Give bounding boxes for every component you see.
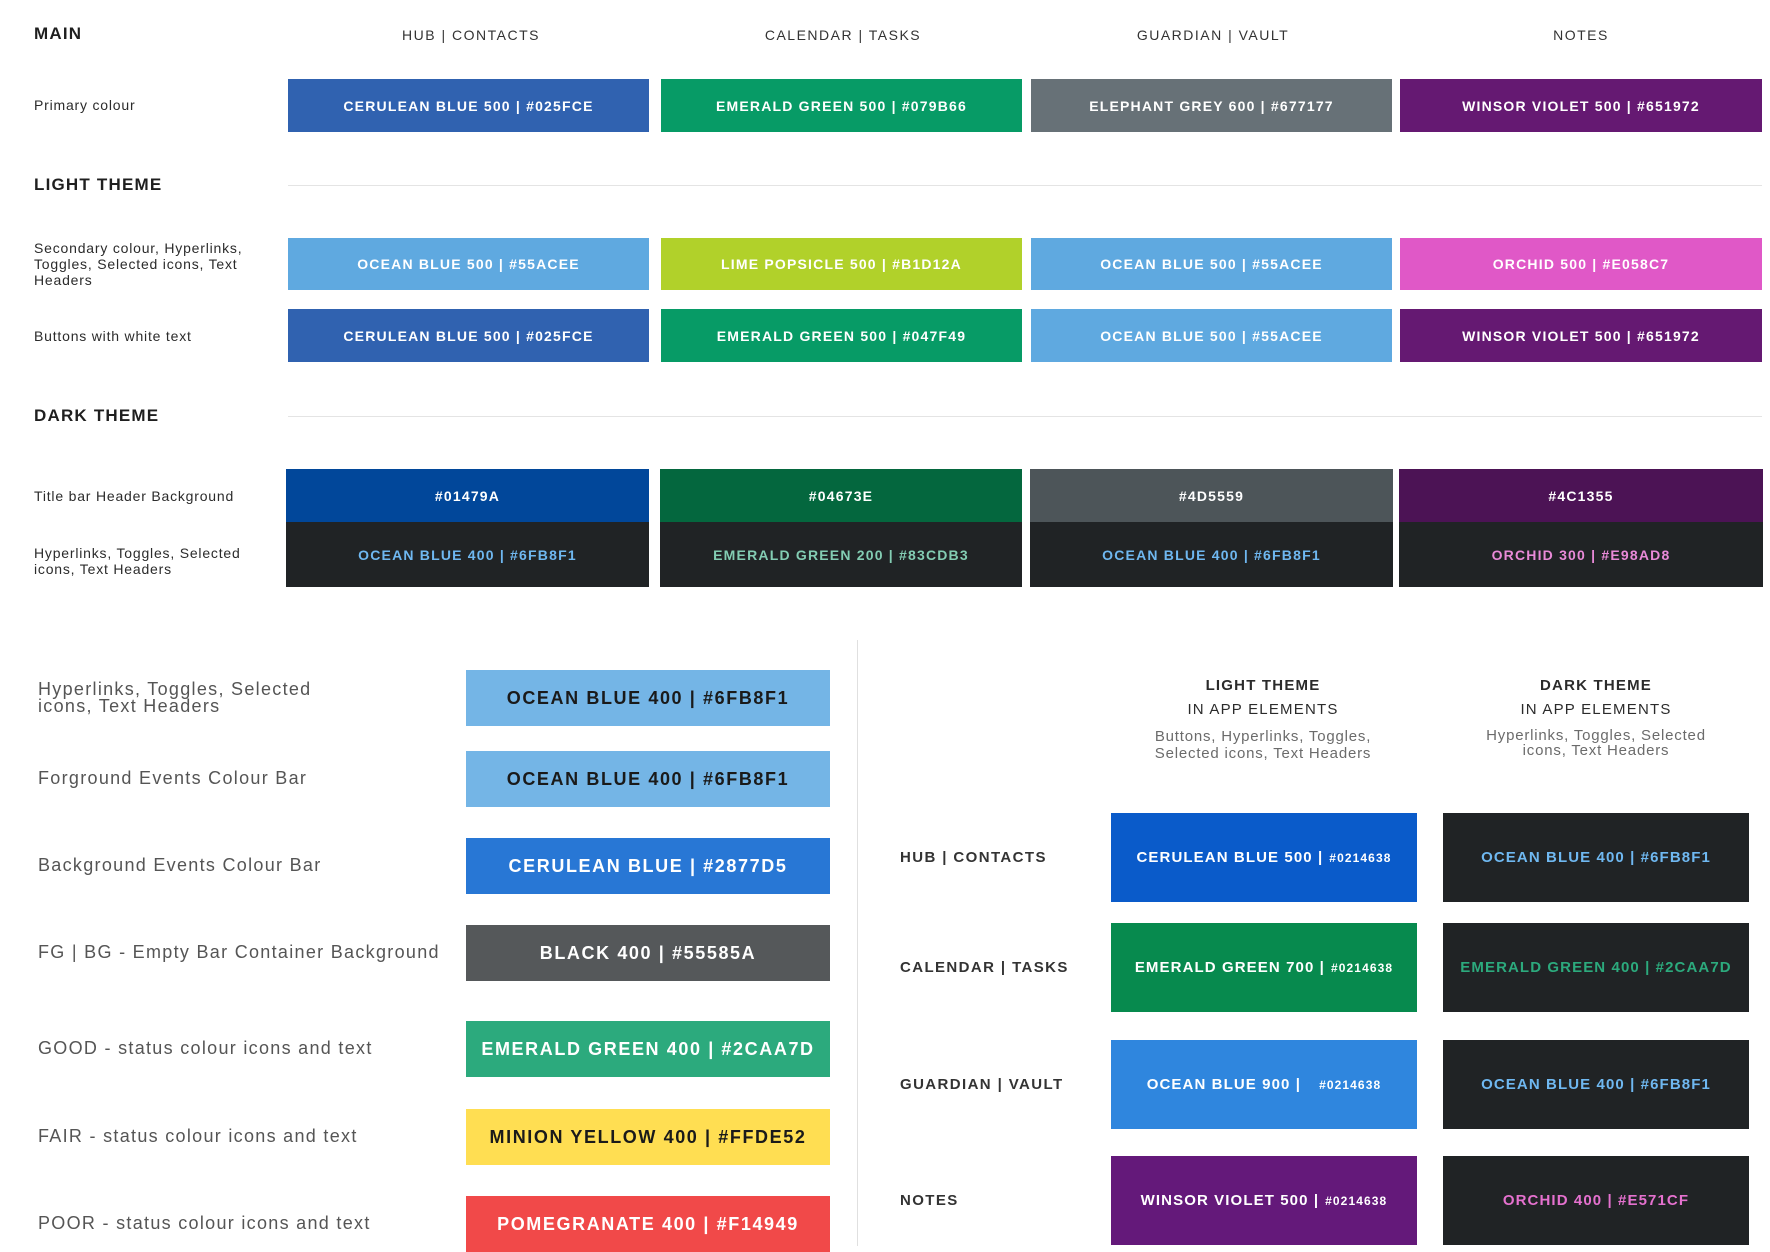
dark-app-header-desc: Hyperlinks, Toggles, Selected icons, Tex… xyxy=(1486,727,1706,759)
event-swatch-poor: POMEGRANATE 400 | #F14949 xyxy=(466,1196,830,1252)
dark-header-swatch-guardian: #4D5559 xyxy=(1030,469,1393,522)
secondary-colour-label: Secondary colour, Hyperlinks, Toggles, S… xyxy=(34,240,243,288)
app-light-swatch-hub-name: CERULEAN BLUE 500 | xyxy=(1136,849,1324,866)
event-label-fair: FAIR - status colour icons and text xyxy=(38,1126,358,1146)
event-label-empty-container: FG | BG - Empty Bar Container Background xyxy=(38,942,440,962)
primary-swatch-calendar: EMERALD GREEN 500 | #079B66 xyxy=(661,79,1022,132)
event-swatch-hyperlinks: OCEAN BLUE 400 | #6FB8F1 xyxy=(466,670,830,726)
main-section-title: MAIN xyxy=(34,24,83,43)
app-row-label-notes: NOTES xyxy=(900,1192,959,1209)
event-swatch-fair: MINION YELLOW 400 | #FFDE52 xyxy=(466,1109,830,1165)
app-light-swatch-hub: CERULEAN BLUE 500 | #0214638 xyxy=(1111,813,1417,902)
secondary-swatch-calendar: LIME POPSICLE 500 | #B1D12A xyxy=(661,238,1022,290)
dark-hyper-swatch-notes: ORCHID 300 | #E98AD8 xyxy=(1491,546,1671,563)
app-light-swatch-notes-name: WINSOR VIOLET 500 | xyxy=(1140,1192,1320,1209)
app-light-swatch-guardian-code: #0214638 xyxy=(1319,1077,1382,1092)
dark-app-header-subtitle: IN APP ELEMENTS xyxy=(1520,701,1672,718)
app-dark-swatch-hub: OCEAN BLUE 400 | #6FB8F1 xyxy=(1443,813,1749,902)
button-swatch-notes: WINSOR VIOLET 500 | #651972 xyxy=(1400,309,1762,362)
light-app-header-subtitle: IN APP ELEMENTS xyxy=(1187,701,1339,718)
dark-header-swatch-notes: #4C1355 xyxy=(1399,469,1763,522)
dark-panel-guardian: #4D5559 OCEAN BLUE 400 | #6FB8F1 xyxy=(1030,469,1393,587)
app-light-swatch-guardian: OCEAN BLUE 900 | #0214638 xyxy=(1111,1040,1417,1129)
app-light-swatch-calendar: EMERALD GREEN 700 | #0214638 xyxy=(1111,923,1417,1012)
dark-hyper-swatch-hub: OCEAN BLUE 400 | #6FB8F1 xyxy=(358,546,577,563)
app-row-label-guardian: GUARDIAN | VAULT xyxy=(900,1076,1064,1093)
dark-panel-notes: #4C1355 ORCHID 300 | #E98AD8 xyxy=(1399,469,1763,587)
light-app-header-desc: Buttons, Hyperlinks, Toggles, Selected i… xyxy=(1154,728,1372,762)
app-light-swatch-guardian-name: OCEAN BLUE 900 | xyxy=(1146,1076,1302,1093)
dark-panel-hub: #01479A OCEAN BLUE 400 | #6FB8F1 xyxy=(286,469,649,587)
column-header-hub-contacts: HUB | CONTACTS xyxy=(402,27,540,43)
primary-swatch-hub: CERULEAN BLUE 500 | #025FCE xyxy=(288,79,649,132)
dark-theme-title: DARK THEME xyxy=(34,406,160,425)
event-swatch-foreground-bar: OCEAN BLUE 400 | #6FB8F1 xyxy=(466,751,830,807)
app-light-swatch-notes: WINSOR VIOLET 500 | #0214638 xyxy=(1111,1156,1417,1245)
primary-swatch-notes: WINSOR VIOLET 500 | #651972 xyxy=(1400,79,1762,132)
primary-swatch-guardian: ELEPHANT GREY 600 | #677177 xyxy=(1031,79,1392,132)
button-swatch-guardian: OCEAN BLUE 500 | #55ACEE xyxy=(1031,309,1392,362)
column-header-notes: NOTES xyxy=(1553,27,1609,43)
dark-header-swatch-hub: #01479A xyxy=(286,469,649,522)
section-divider xyxy=(857,640,858,1246)
light-app-header: LIGHT THEME IN APP ELEMENTS Buttons, Hyp… xyxy=(1108,674,1418,762)
dark-theme-divider xyxy=(288,416,1762,417)
light-app-header-title: LIGHT THEME xyxy=(1205,677,1321,694)
app-light-swatch-hub-code: #0214638 xyxy=(1329,850,1392,865)
button-swatch-hub: CERULEAN BLUE 500 | #025FCE xyxy=(288,309,649,362)
event-swatch-good: EMERALD GREEN 400 | #2CAA7D xyxy=(466,1021,830,1077)
event-swatch-empty-container: BLACK 400 | #55585A xyxy=(466,925,830,981)
light-theme-title: LIGHT THEME xyxy=(34,175,163,194)
buttons-label: Buttons with white text xyxy=(34,328,192,344)
app-dark-swatch-guardian: OCEAN BLUE 400 | #6FB8F1 xyxy=(1443,1040,1749,1129)
event-label-background-bar: Background Events Colour Bar xyxy=(38,855,322,875)
dark-panel-calendar: #04673E EMERALD GREEN 200 | #83CDB3 xyxy=(660,469,1022,587)
app-dark-swatch-notes: ORCHID 400 | #E571CF xyxy=(1443,1156,1749,1245)
dark-app-header: DARK THEME IN APP ELEMENTS Hyperlinks, T… xyxy=(1441,674,1751,758)
event-label-foreground-bar: Forground Events Colour Bar xyxy=(38,768,308,788)
event-swatch-background-bar: CERULEAN BLUE | #2877D5 xyxy=(466,838,830,894)
event-label-hyperlinks: Hyperlinks, Toggles, Selected icons, Tex… xyxy=(38,679,312,716)
column-header-guardian-vault: GUARDIAN | VAULT xyxy=(1136,27,1290,43)
dark-hyper-swatch-calendar: EMERALD GREEN 200 | #83CDB3 xyxy=(713,546,969,563)
dark-header-swatch-calendar: #04673E xyxy=(660,469,1022,522)
secondary-swatch-hub: OCEAN BLUE 500 | #55ACEE xyxy=(288,238,649,290)
app-light-swatch-notes-code: #0214638 xyxy=(1325,1193,1388,1208)
app-row-label-hub: HUB | CONTACTS xyxy=(900,849,1047,866)
secondary-swatch-notes: ORCHID 500 | #E058C7 xyxy=(1400,238,1762,290)
dark-app-header-title: DARK THEME xyxy=(1540,677,1652,694)
dark-hyperlinks-label: Hyperlinks, Toggles, Selected icons, Tex… xyxy=(34,545,241,577)
event-label-good: GOOD - status colour icons and text xyxy=(38,1038,373,1058)
primary-colour-label: Primary colour xyxy=(34,97,136,113)
app-dark-swatch-calendar: EMERALD GREEN 400 | #2CAA7D xyxy=(1443,923,1749,1012)
app-light-swatch-calendar-code: #0214638 xyxy=(1330,960,1394,975)
app-light-swatch-calendar-name: EMERALD GREEN 700 | xyxy=(1134,959,1325,976)
event-label-poor: POOR - status colour icons and text xyxy=(38,1213,371,1233)
light-theme-divider xyxy=(288,185,1762,186)
secondary-swatch-guardian: OCEAN BLUE 500 | #55ACEE xyxy=(1031,238,1392,290)
app-row-label-calendar: CALENDAR | TASKS xyxy=(900,959,1069,976)
dark-hyper-swatch-guardian: OCEAN BLUE 400 | #6FB8F1 xyxy=(1102,546,1321,563)
title-bar-header-label: Title bar Header Background xyxy=(34,488,235,504)
column-header-calendar-tasks: CALENDAR | TASKS xyxy=(764,27,922,43)
button-swatch-calendar: EMERALD GREEN 500 | #047F49 xyxy=(661,309,1022,362)
